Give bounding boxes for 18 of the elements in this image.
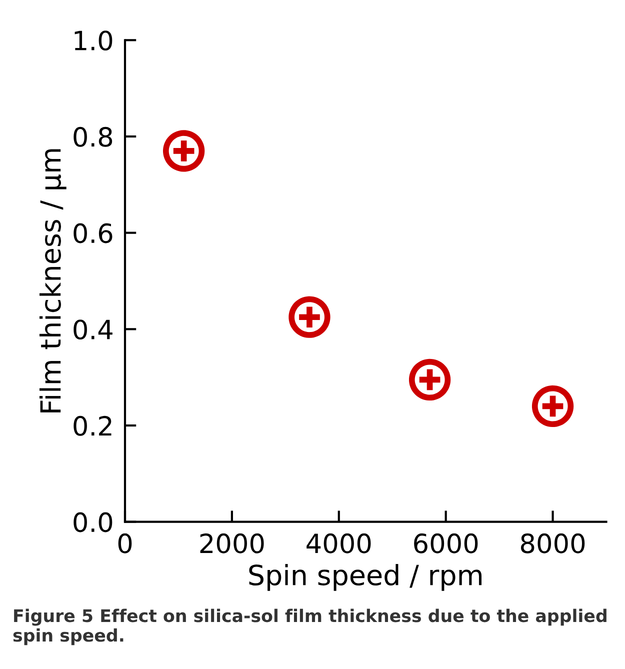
point — [408, 358, 451, 401]
x-tick-label: 8000 — [520, 533, 585, 554]
x-tick-label: 6000 — [414, 533, 478, 554]
x-axis-title: Spin speed / rpm — [249, 564, 482, 591]
y-tick-label: 0.6 — [74, 223, 112, 244]
x-tick-label: 2000 — [200, 533, 264, 554]
caption: Figure 5 Effect on silica-sol film thickness due to the applied spin speed. — [13, 608, 606, 646]
y-tick-label: 1.0 — [74, 30, 112, 51]
y-tick-label: 0.2 — [74, 416, 112, 436]
x-tick-label: 4000 — [306, 533, 371, 554]
x-tick-label: 0 — [118, 533, 132, 554]
y-axis-title: Film thickness / µm — [39, 149, 66, 412]
y-tick-label: 0.8 — [74, 126, 112, 147]
point — [532, 385, 574, 428]
y-tick-label: 0.0 — [74, 512, 112, 532]
y-tick-label: 0.4 — [74, 320, 112, 340]
point — [288, 296, 330, 338]
point — [163, 130, 205, 172]
